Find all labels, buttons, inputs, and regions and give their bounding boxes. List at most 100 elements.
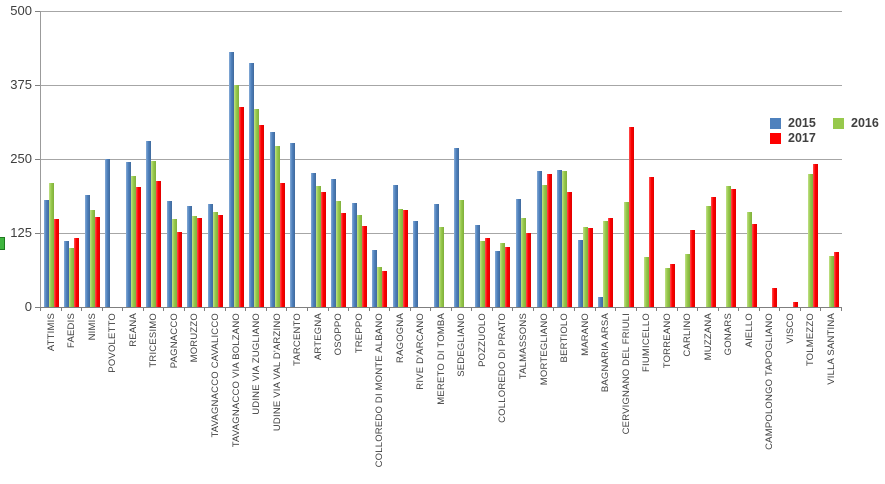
bar-2016 bbox=[746, 212, 752, 307]
x-tick bbox=[799, 307, 801, 311]
bar-2015 bbox=[351, 202, 357, 307]
x-label-cell: MARANO bbox=[575, 313, 596, 484]
bar-2017 bbox=[567, 191, 573, 307]
bar-group bbox=[287, 11, 308, 307]
bar-2017 bbox=[649, 176, 655, 307]
x-axis-label: POZZUOLO bbox=[476, 313, 488, 367]
x-tick bbox=[101, 307, 103, 311]
bar-2015 bbox=[208, 204, 214, 307]
bar-2016 bbox=[623, 202, 629, 307]
x-tick bbox=[532, 307, 534, 311]
bar-2016 bbox=[192, 215, 198, 307]
bar-group bbox=[534, 11, 555, 307]
bar-2015 bbox=[331, 178, 337, 307]
bar-2016 bbox=[808, 173, 814, 307]
bar-2016 bbox=[644, 256, 650, 307]
x-label-cell: MORTEGLIANO bbox=[534, 313, 555, 484]
x-label-cell: FIUMICELLO bbox=[636, 313, 657, 484]
bar-group bbox=[760, 11, 781, 307]
bar-2016 bbox=[48, 183, 54, 307]
bar-group bbox=[616, 11, 637, 307]
bar-group bbox=[103, 11, 124, 307]
bar-2016 bbox=[685, 253, 691, 307]
x-axis-label: ATTIMIS bbox=[45, 313, 57, 352]
bar-group bbox=[390, 11, 411, 307]
bar-2016 bbox=[151, 160, 157, 307]
x-tick bbox=[430, 307, 432, 311]
x-tick bbox=[368, 307, 370, 311]
x-tick bbox=[738, 307, 740, 311]
x-axis-label: TOLMEZZO bbox=[805, 313, 817, 367]
x-axis-labels: ATTIMIS FAEDIS NIMIS POVOLETTO REANA TRICESIM… bbox=[41, 313, 842, 484]
x-label-cell: TRICESIMO bbox=[144, 313, 165, 484]
x-label-cell: TORREANO bbox=[657, 313, 678, 484]
x-axis-label: GONARS bbox=[723, 313, 735, 356]
gridline-250 bbox=[40, 159, 842, 160]
bar-2016 bbox=[664, 267, 670, 307]
bar-group bbox=[739, 11, 760, 307]
x-axis-label: OSOPPO bbox=[333, 313, 345, 356]
x-label-cell: POZZUOLO bbox=[472, 313, 493, 484]
x-axis-label: TORREANO bbox=[661, 313, 673, 369]
x-label-cell: TAVAGNACCO VIA BOLZANO bbox=[226, 313, 247, 484]
bar-2017 bbox=[156, 180, 162, 307]
bar-group bbox=[431, 11, 452, 307]
bar-2017 bbox=[320, 192, 326, 307]
x-tick bbox=[758, 307, 760, 311]
bar-group bbox=[62, 11, 83, 307]
bar-group bbox=[698, 11, 719, 307]
x-label-cell: PAGNACCO bbox=[164, 313, 185, 484]
bar-2016 bbox=[336, 201, 342, 307]
y-tick-0 bbox=[35, 307, 40, 308]
x-axis-label: NIMIS bbox=[86, 313, 98, 341]
legend-item-2016: 2016 bbox=[833, 117, 879, 129]
bar-2015 bbox=[125, 162, 131, 307]
bar-2016 bbox=[705, 206, 711, 307]
bar-group bbox=[513, 11, 534, 307]
x-label-cell: NIMIS bbox=[82, 313, 103, 484]
bar-group bbox=[246, 11, 267, 307]
bar-2015 bbox=[577, 240, 583, 307]
y-tick-375 bbox=[35, 85, 40, 86]
x-tick bbox=[656, 307, 658, 311]
bar-2015 bbox=[515, 199, 521, 307]
x-label-cell: REANA bbox=[123, 313, 144, 484]
x-axis-label: RIVE D'ARCANO bbox=[415, 313, 427, 390]
x-tick bbox=[697, 307, 699, 311]
bar-2016 bbox=[479, 240, 485, 307]
x-tick bbox=[471, 307, 473, 311]
x-label-cell: TREPPO bbox=[349, 313, 370, 484]
x-axis-label: CARLINO bbox=[682, 313, 694, 357]
x-axis-label: REANA bbox=[127, 313, 139, 347]
bar-2016 bbox=[500, 242, 506, 307]
bar-2015 bbox=[454, 147, 460, 307]
x-tick bbox=[820, 307, 822, 311]
bar-2017 bbox=[751, 223, 757, 307]
bar-group bbox=[123, 11, 144, 307]
x-axis-label: COLLOREDO DI MONTE ALBANO bbox=[374, 313, 386, 468]
x-label-cell: RAGOGNA bbox=[390, 313, 411, 484]
bar-group bbox=[554, 11, 575, 307]
x-tick bbox=[615, 307, 617, 311]
bar-group bbox=[328, 11, 349, 307]
x-tick bbox=[327, 307, 329, 311]
legend-item-2015: 2015 bbox=[770, 117, 816, 129]
x-label-cell: ATTIMIS bbox=[41, 313, 62, 484]
x-label-cell: COLLOREDO DI PRATO bbox=[493, 313, 514, 484]
x-tick bbox=[40, 307, 41, 311]
x-label-cell: CERVIGNANO DEL FRIULI bbox=[616, 313, 637, 484]
bar-2017 bbox=[402, 209, 408, 307]
bar-2017 bbox=[587, 228, 593, 307]
x-axis-label: VISCO bbox=[784, 313, 796, 344]
bar-2016 bbox=[582, 226, 588, 307]
x-label-cell: RIVE D'ARCANO bbox=[411, 313, 432, 484]
bar-2016 bbox=[356, 214, 362, 307]
x-axis-label: POVOLETTO bbox=[107, 313, 119, 373]
bar-2017 bbox=[135, 187, 141, 307]
x-axis-label: CERVIGNANO DEL FRIULI bbox=[620, 313, 632, 435]
bar-group bbox=[677, 11, 698, 307]
bar-2017 bbox=[546, 173, 552, 307]
bar-2015 bbox=[249, 63, 255, 307]
x-tick bbox=[224, 307, 226, 311]
x-tick bbox=[60, 307, 62, 311]
